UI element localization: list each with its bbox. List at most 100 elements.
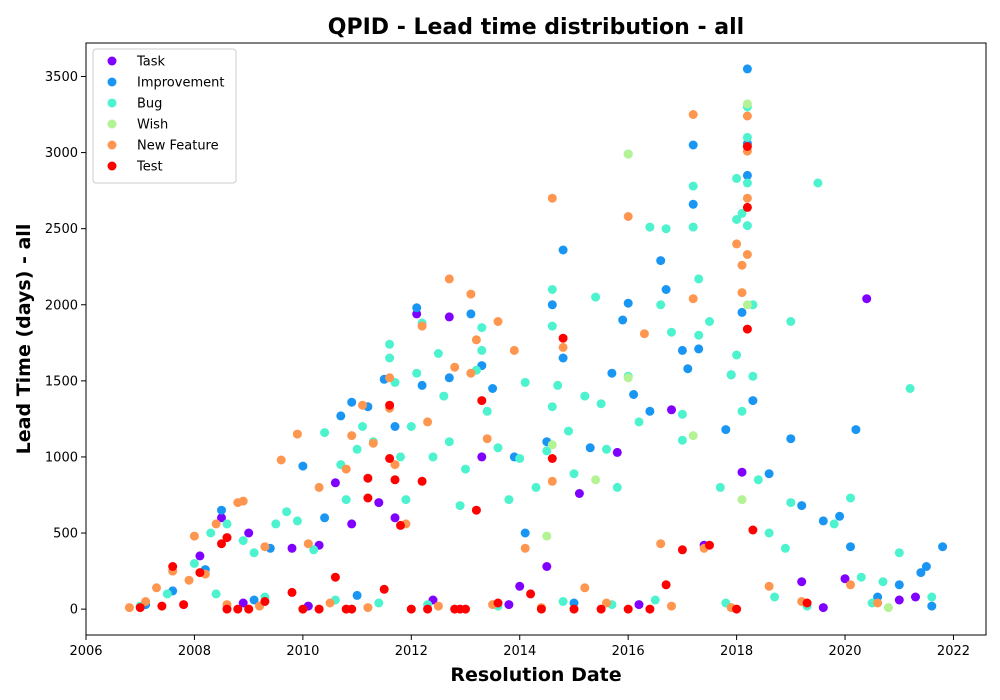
y-tick-label: 2000 bbox=[45, 298, 78, 313]
data-point bbox=[520, 528, 530, 538]
data-point bbox=[547, 285, 557, 294]
legend-item: Test bbox=[107, 160, 163, 175]
series-new-feature bbox=[124, 110, 883, 613]
data-point bbox=[677, 545, 687, 555]
legend-item: Wish bbox=[107, 118, 168, 133]
data-point bbox=[602, 444, 611, 454]
legend-box bbox=[92, 48, 237, 184]
data-point bbox=[596, 604, 606, 614]
data-point bbox=[677, 345, 687, 355]
data-point bbox=[406, 422, 416, 431]
data-point bbox=[574, 489, 584, 498]
data-point bbox=[726, 370, 736, 380]
data-point bbox=[894, 548, 904, 558]
data-point bbox=[650, 595, 660, 605]
data-point bbox=[780, 543, 790, 553]
data-point bbox=[298, 461, 308, 471]
data-point bbox=[249, 548, 259, 558]
legend-label: Task bbox=[136, 55, 166, 70]
data-point bbox=[341, 464, 351, 474]
data-point bbox=[412, 303, 422, 313]
data-point bbox=[742, 324, 752, 334]
data-point bbox=[688, 140, 698, 150]
data-point bbox=[423, 417, 433, 427]
legend-item: Task bbox=[107, 55, 166, 70]
data-point bbox=[493, 443, 503, 453]
data-point bbox=[656, 539, 666, 549]
data-point bbox=[732, 350, 742, 360]
y-tick-label: 3500 bbox=[45, 70, 78, 85]
data-point bbox=[347, 397, 357, 407]
data-point bbox=[157, 601, 167, 611]
data-point bbox=[878, 577, 888, 587]
data-point bbox=[385, 339, 395, 349]
data-point bbox=[292, 516, 302, 526]
data-point bbox=[547, 454, 557, 463]
data-point bbox=[189, 559, 199, 568]
data-point bbox=[450, 362, 460, 372]
data-point bbox=[802, 598, 812, 608]
data-point bbox=[742, 193, 752, 203]
data-point bbox=[742, 170, 752, 180]
data-point bbox=[737, 307, 747, 317]
y-tick-label: 500 bbox=[53, 527, 78, 542]
data-point bbox=[742, 178, 752, 188]
data-point bbox=[612, 482, 622, 492]
data-point bbox=[488, 384, 498, 393]
data-point bbox=[558, 245, 568, 255]
data-point bbox=[656, 256, 666, 266]
data-point bbox=[829, 519, 839, 529]
data-point bbox=[433, 349, 443, 358]
data-point bbox=[385, 353, 395, 363]
data-point bbox=[607, 368, 617, 378]
data-point bbox=[786, 434, 796, 444]
plot-points bbox=[124, 64, 948, 614]
data-point bbox=[320, 428, 330, 438]
data-point bbox=[363, 473, 373, 483]
data-point bbox=[509, 345, 519, 355]
data-point bbox=[222, 519, 232, 529]
data-point bbox=[466, 368, 476, 378]
series-wish bbox=[542, 99, 893, 613]
data-point bbox=[813, 178, 823, 188]
data-point bbox=[303, 539, 313, 549]
data-point bbox=[634, 600, 644, 610]
data-point bbox=[564, 426, 573, 436]
data-point bbox=[591, 475, 601, 485]
data-point bbox=[667, 405, 676, 415]
data-point bbox=[547, 402, 557, 412]
series-improvement bbox=[141, 64, 948, 611]
data-point bbox=[873, 598, 883, 608]
data-point bbox=[238, 598, 248, 608]
data-point bbox=[211, 589, 221, 599]
data-point bbox=[840, 574, 850, 584]
data-point bbox=[515, 581, 525, 591]
data-point bbox=[271, 519, 281, 529]
data-point bbox=[694, 344, 704, 354]
data-point bbox=[244, 528, 254, 538]
data-point bbox=[444, 373, 454, 383]
data-point bbox=[412, 368, 422, 378]
data-point bbox=[493, 317, 503, 326]
legend-label: Improvement bbox=[137, 76, 224, 91]
data-point bbox=[526, 589, 536, 599]
data-point bbox=[737, 467, 747, 477]
data-point bbox=[314, 604, 324, 614]
data-point bbox=[748, 525, 758, 535]
data-point bbox=[520, 377, 530, 387]
data-point bbox=[542, 446, 552, 456]
x-tick-label: 2018 bbox=[720, 644, 753, 659]
data-point bbox=[217, 505, 226, 515]
data-point bbox=[846, 542, 855, 552]
data-point bbox=[591, 292, 601, 302]
data-point bbox=[558, 342, 568, 352]
data-point bbox=[477, 396, 487, 406]
data-point bbox=[569, 604, 579, 614]
x-tick-label: 2014 bbox=[503, 644, 536, 659]
data-point bbox=[732, 215, 742, 224]
data-point bbox=[168, 562, 178, 571]
data-point bbox=[363, 493, 373, 503]
data-point bbox=[688, 294, 698, 304]
data-point bbox=[222, 533, 232, 543]
data-point bbox=[629, 390, 639, 399]
